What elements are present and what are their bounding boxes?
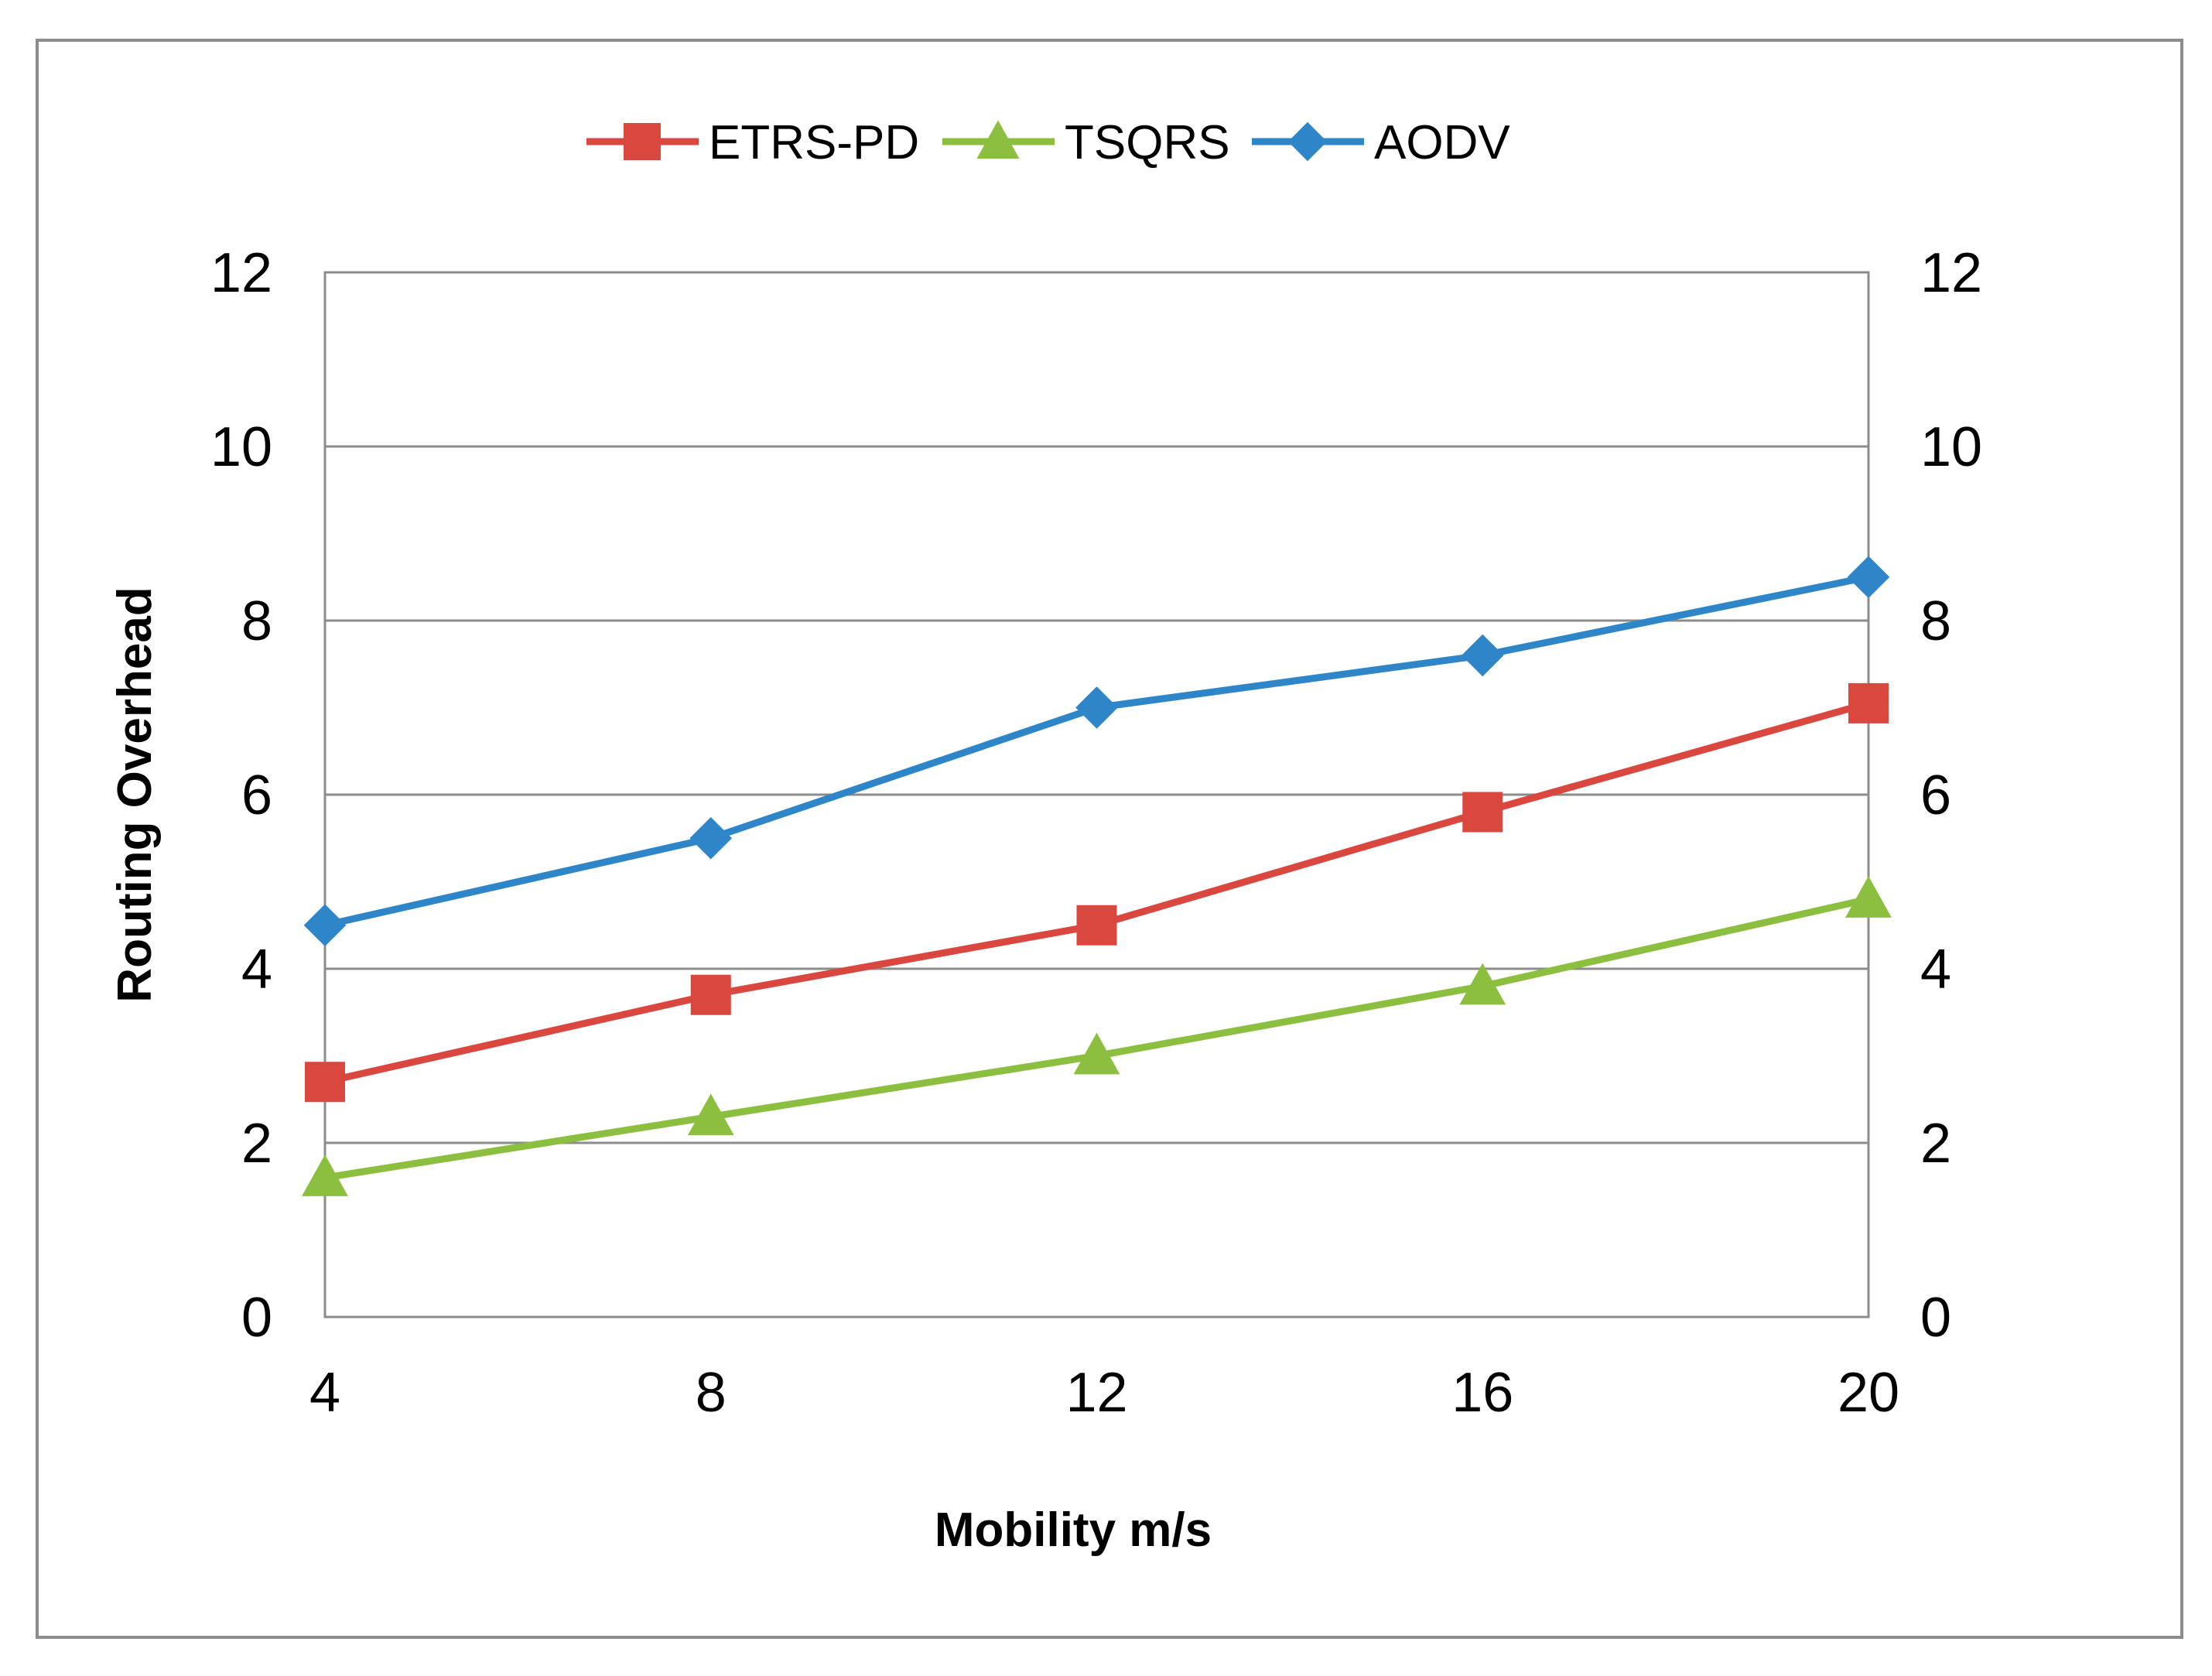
data-point-tsqrs — [687, 1093, 734, 1136]
y-tick-label-left: 12 — [210, 242, 272, 304]
legend-marker-tsqrs — [976, 120, 1020, 159]
plot-area-border — [323, 271, 1870, 1319]
data-point-etrs-pd — [305, 1062, 345, 1103]
data-point-aodv — [1461, 634, 1504, 677]
y-tick-label-left: 4 — [241, 939, 272, 1000]
data-point-etrs-pd — [1462, 792, 1503, 833]
y-axis-right-ticks: 0 2 4 6 8 10 12 — [1920, 242, 1982, 1349]
y-tick-label-left: 8 — [241, 590, 272, 652]
y-tick-label-right: 12 — [1920, 242, 1982, 304]
data-point-etrs-pd — [690, 974, 731, 1015]
series-etrs-pd — [305, 682, 1889, 1103]
legend-label-tsqrs: TSQRS — [1065, 116, 1230, 169]
legend-label-etrs-pd: ETRS-PD — [709, 116, 919, 169]
series-layer — [302, 556, 1892, 1196]
y-tick-label-left: 10 — [210, 416, 272, 478]
data-point-etrs-pd — [1848, 682, 1889, 723]
y-tick-label-left: 2 — [241, 1113, 272, 1175]
series-tsqrs — [302, 876, 1892, 1196]
data-point-aodv — [1075, 686, 1118, 729]
x-tick-label: 16 — [1451, 1362, 1513, 1424]
x-tick-label: 20 — [1838, 1362, 1899, 1424]
data-point-tsqrs — [1459, 963, 1506, 1005]
legend-label-aodv: AODV — [1374, 116, 1510, 169]
legend-item-aodv: AODV — [1252, 116, 1510, 169]
data-point-aodv — [689, 816, 733, 860]
series-aodv — [303, 556, 1890, 947]
legend: ETRS-PD TSQRS AODV — [586, 116, 1510, 169]
y-tick-label-right: 2 — [1920, 1113, 1951, 1175]
x-axis-ticks: 4 8 12 16 20 — [309, 1362, 1899, 1424]
data-point-etrs-pd — [1076, 905, 1117, 946]
data-point-tsqrs — [302, 1154, 348, 1196]
y-tick-label-right: 6 — [1920, 764, 1951, 826]
gridlines — [325, 445, 1868, 1144]
legend-marker-aodv — [1287, 121, 1328, 162]
x-tick-label: 8 — [696, 1362, 727, 1424]
y-tick-label-left: 0 — [241, 1287, 272, 1349]
x-tick-label: 12 — [1065, 1362, 1127, 1424]
data-point-aodv — [303, 904, 347, 947]
data-point-tsqrs — [1073, 1032, 1120, 1075]
chart-frame — [36, 39, 2183, 1639]
y-tick-label-right: 0 — [1920, 1287, 1951, 1349]
y-axis-title: Routing Overhead — [108, 587, 162, 1002]
legend-item-etrs-pd: ETRS-PD — [586, 116, 919, 169]
data-point-tsqrs — [1845, 876, 1892, 918]
y-tick-label-right: 4 — [1920, 939, 1951, 1000]
series-line-aodv — [324, 573, 1869, 929]
y-tick-label-left: 6 — [241, 764, 272, 826]
y-tick-label-right: 8 — [1920, 590, 1951, 652]
y-axis-left-ticks: 0 2 4 6 8 10 12 — [210, 242, 272, 1349]
data-point-aodv — [1847, 556, 1890, 599]
legend-marker-etrs-pd — [624, 123, 661, 160]
series-line-etrs-pd — [324, 699, 1870, 1086]
x-axis-title: Mobility m/s — [935, 1503, 1212, 1557]
y-tick-label-right: 10 — [1920, 416, 1982, 478]
legend-item-tsqrs: TSQRS — [942, 116, 1230, 169]
x-tick-label: 4 — [309, 1362, 340, 1424]
